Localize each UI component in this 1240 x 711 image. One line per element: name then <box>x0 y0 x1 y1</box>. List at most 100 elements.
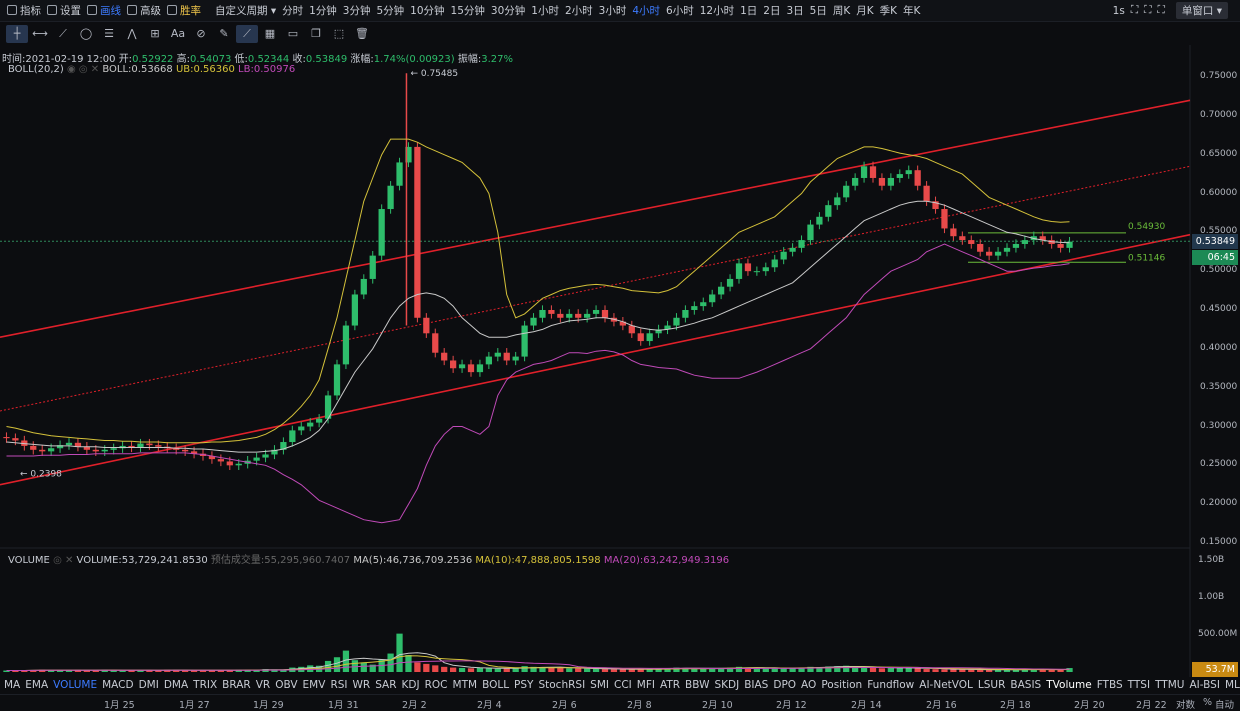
screenshot-tool-icon[interactable]: ⬚ <box>333 27 345 40</box>
indicator-tab[interactable]: TTMU <box>1155 679 1185 691</box>
period-item[interactable]: 年K <box>903 5 921 17</box>
crosshair-tool-icon[interactable]: ┼ <box>6 25 28 43</box>
ruler-tool-icon[interactable]: ▭ <box>287 27 299 40</box>
indicator-tab[interactable]: MLR <box>1224 679 1240 691</box>
period-item[interactable]: 4小时 <box>632 5 661 17</box>
topbar-indicators-button[interactable]: 指标 <box>4 3 44 18</box>
text-tool-icon[interactable]: Aa <box>170 27 186 40</box>
volume-bar <box>914 668 921 672</box>
line-style-tool-icon[interactable]: ⟋ <box>236 25 258 43</box>
brush-tool-icon[interactable]: ✎ <box>219 27 229 40</box>
magnet-tool-icon[interactable]: ⊘ <box>196 27 206 40</box>
period-item[interactable]: 月K <box>856 5 874 17</box>
horizontal-line-tool-icon[interactable]: ⟷ <box>32 27 48 40</box>
indicator-tab[interactable]: KDJ <box>401 679 420 691</box>
period-item[interactable]: 15分钟 <box>450 5 485 17</box>
indicator-tab[interactable]: DMA <box>163 679 189 691</box>
indicator-tab[interactable]: Fundflow <box>867 679 915 691</box>
indicator-tab[interactable]: RSI <box>330 679 348 691</box>
volume-bar <box>48 670 55 672</box>
period-item[interactable]: 3分钟 <box>342 5 371 17</box>
indicator-tab[interactable]: MTM <box>452 679 478 691</box>
period-item[interactable]: 周K <box>832 5 851 17</box>
expand-icon[interactable]: ⛶ <box>1144 4 1152 16</box>
indicator-tab[interactable]: EMV <box>302 679 326 691</box>
period-item[interactable]: 2小时 <box>564 5 593 17</box>
period-item[interactable]: 30分钟 <box>490 5 526 17</box>
indicator-tab[interactable]: VR <box>255 679 271 691</box>
window-mode-dropdown[interactable]: 单窗口 ▾ <box>1175 2 1228 19</box>
indicator-tab[interactable]: TRIX <box>193 679 218 691</box>
indicator-tab[interactable]: StochRSI <box>538 679 586 691</box>
indicator-tab[interactable]: BIAS <box>744 679 769 691</box>
period-item[interactable]: 6小时 <box>666 5 694 17</box>
trend-line-tool-icon[interactable]: ⟋ <box>59 27 67 40</box>
range-lower-label: 0.51146 <box>1128 253 1165 263</box>
period-item[interactable]: 1分钟 <box>309 5 337 17</box>
fib-tool-icon[interactable]: ☰ <box>104 27 114 40</box>
indicator-tab[interactable]: AI-BSI <box>1189 679 1220 691</box>
indicator-tab[interactable]: MA <box>4 679 21 691</box>
indicator-tab[interactable]: SKDJ <box>714 679 740 691</box>
trash-icon[interactable]: 🗑 <box>355 27 369 40</box>
indicator-tab[interactable]: TTSI <box>1127 679 1151 691</box>
period-item[interactable]: 2日 <box>763 5 781 17</box>
topbar-draw-button[interactable]: 画线 <box>84 3 124 18</box>
indicator-tab[interactable]: DMI <box>138 679 159 691</box>
camera-icon[interactable]: ⛶ <box>1157 4 1165 16</box>
period-item[interactable]: 季K <box>879 5 898 17</box>
indicator-tab[interactable]: BRAR <box>222 679 251 691</box>
custom-period-dropdown[interactable]: 自定义周期 ▾ <box>215 5 277 17</box>
period-item[interactable]: 1日 <box>740 5 758 17</box>
volume-bar <box>592 668 600 672</box>
period-item[interactable]: 5分钟 <box>376 5 405 17</box>
indicator-tab[interactable]: VOLUME <box>53 679 98 691</box>
indicator-tab[interactable]: ATR <box>659 679 681 691</box>
indicator-tab[interactable]: SMI <box>590 679 609 691</box>
indicator-tab[interactable]: PSY <box>514 679 534 691</box>
fullscreen-icon[interactable]: ⛶ <box>1130 4 1139 16</box>
indicator-tab[interactable]: SAR <box>375 679 397 691</box>
topbar-winrate-button[interactable]: 胜率 <box>164 3 204 18</box>
candle-body <box>432 333 439 353</box>
measure-tool-icon[interactable]: ⊞ <box>150 27 160 40</box>
topbar-settings-button[interactable]: 设置 <box>44 3 84 18</box>
settings-icon: ◎ ✕ <box>53 555 74 566</box>
indicator-tab[interactable]: MFI <box>636 679 655 691</box>
price-chart[interactable]: ← 0.75485 ← 0.2398 0.54930 0.51146 <box>0 45 1240 677</box>
indicator-tab[interactable]: Position <box>821 679 863 691</box>
indicator-tab[interactable]: CCI <box>614 679 632 691</box>
circle-tool-icon[interactable]: ◯ <box>79 27 93 40</box>
period-item[interactable]: 5日 <box>809 5 827 17</box>
period-item[interactable]: 分时 <box>282 5 304 17</box>
indicator-tab[interactable]: TVolume <box>1046 679 1092 691</box>
grid-tool-icon[interactable]: ▦ <box>264 27 276 40</box>
realtime-interval[interactable]: 1s <box>1112 4 1125 17</box>
indicator-tab[interactable]: WR <box>352 679 371 691</box>
indicator-tab[interactable]: OBV <box>275 679 298 691</box>
scale-pct-toggle[interactable]: % <box>1203 697 1213 708</box>
period-item[interactable]: 3小时 <box>598 5 627 17</box>
period-item[interactable]: 1小时 <box>531 5 559 17</box>
indicator-tab[interactable]: LSUR <box>977 679 1006 691</box>
topbar-advanced-button[interactable]: 高级 <box>124 3 164 18</box>
volume-bar <box>843 665 850 672</box>
indicator-tab[interactable]: BBW <box>685 679 710 691</box>
indicator-tab[interactable]: FTBS <box>1096 679 1123 691</box>
candle-body <box>878 177 886 186</box>
indicator-tab[interactable]: MACD <box>102 679 134 691</box>
indicator-tab[interactable]: AO <box>801 679 817 691</box>
indicator-tab[interactable]: DPO <box>773 679 797 691</box>
period-item[interactable]: 12小时 <box>699 5 735 17</box>
copy-tool-icon[interactable]: ❐ <box>311 27 321 40</box>
indicator-tab[interactable]: EMA <box>25 679 49 691</box>
period-item[interactable]: 3日 <box>786 5 804 17</box>
scale-log-toggle[interactable]: 对数 <box>1176 700 1196 711</box>
period-item[interactable]: 10分钟 <box>410 5 445 17</box>
indicator-tab[interactable]: ROC <box>424 679 448 691</box>
scale-auto-toggle[interactable]: 自动 <box>1215 700 1235 711</box>
pattern-tool-icon[interactable]: ⋀ <box>127 27 137 40</box>
indicator-tab[interactable]: BOLL <box>482 679 510 691</box>
indicator-tab[interactable]: AI-NetVOL <box>919 679 973 691</box>
indicator-tab[interactable]: BASIS <box>1010 679 1042 691</box>
